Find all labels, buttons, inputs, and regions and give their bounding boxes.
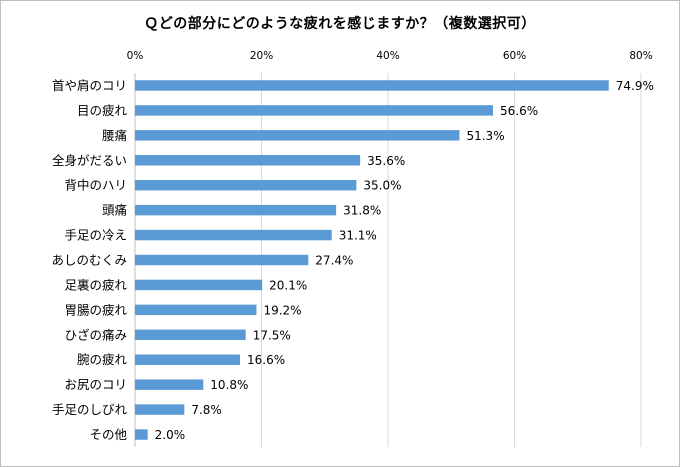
bar — [135, 179, 357, 191]
category-label: 目の疲れ — [77, 103, 128, 118]
data-label: 16.6% — [247, 353, 285, 367]
data-label: 7.8% — [191, 403, 222, 417]
data-label: 56.6% — [500, 104, 538, 118]
bar — [135, 80, 609, 91]
x-tick-label: 80% — [629, 50, 652, 62]
data-label: 10.8% — [210, 378, 248, 392]
data-label: 20.1% — [269, 278, 307, 292]
data-label: 35.0% — [363, 179, 401, 193]
data-label: 19.2% — [263, 303, 301, 317]
bar — [135, 105, 493, 116]
category-label: 腕の疲れ — [77, 352, 128, 367]
category-label: 胃腸の疲れ — [64, 302, 127, 317]
x-tick-label: 40% — [376, 50, 399, 62]
category-label: 手足のしびれ — [52, 402, 128, 417]
bar — [135, 429, 148, 440]
category-label: お尻のコリ — [64, 377, 127, 392]
x-tick-label: 0% — [127, 50, 144, 62]
bar — [135, 329, 246, 341]
category-label: 手足の冷え — [64, 228, 127, 243]
bar — [135, 130, 460, 141]
category-label: 頭痛 — [102, 203, 127, 218]
chart-title: Ｑどの部分にどのような疲れを感じますか？（複数選択可） — [144, 16, 536, 32]
x-tick-label: 60% — [503, 50, 526, 62]
bar — [135, 204, 337, 216]
data-label: 31.1% — [339, 229, 377, 243]
category-label: 首や肩のコリ — [52, 78, 127, 93]
data-label: 17.5% — [253, 328, 291, 342]
category-label: あしのむくみ — [51, 253, 127, 268]
bar — [135, 254, 309, 266]
category-label: ひざの痛み — [64, 327, 127, 342]
data-label: 27.4% — [315, 254, 353, 268]
category-label: 足裏の疲れ — [64, 277, 127, 292]
data-label: 51.3% — [466, 129, 504, 143]
data-label: 35.6% — [367, 154, 405, 168]
data-label: 74.9% — [616, 79, 654, 93]
category-label: 全身がだるい — [52, 153, 127, 168]
bar — [135, 379, 204, 390]
bar — [135, 404, 185, 415]
bar — [135, 304, 257, 316]
bar — [135, 155, 361, 166]
data-label: 31.8% — [343, 204, 381, 218]
category-label: 腰痛 — [102, 128, 127, 143]
x-tick-label: 20% — [250, 50, 273, 62]
category-label: その他 — [89, 427, 127, 442]
category-label: 背中のハリ — [64, 178, 127, 193]
bar — [135, 354, 240, 365]
bar — [135, 279, 263, 291]
bar — [135, 229, 332, 241]
data-label: 2.0% — [155, 428, 186, 442]
